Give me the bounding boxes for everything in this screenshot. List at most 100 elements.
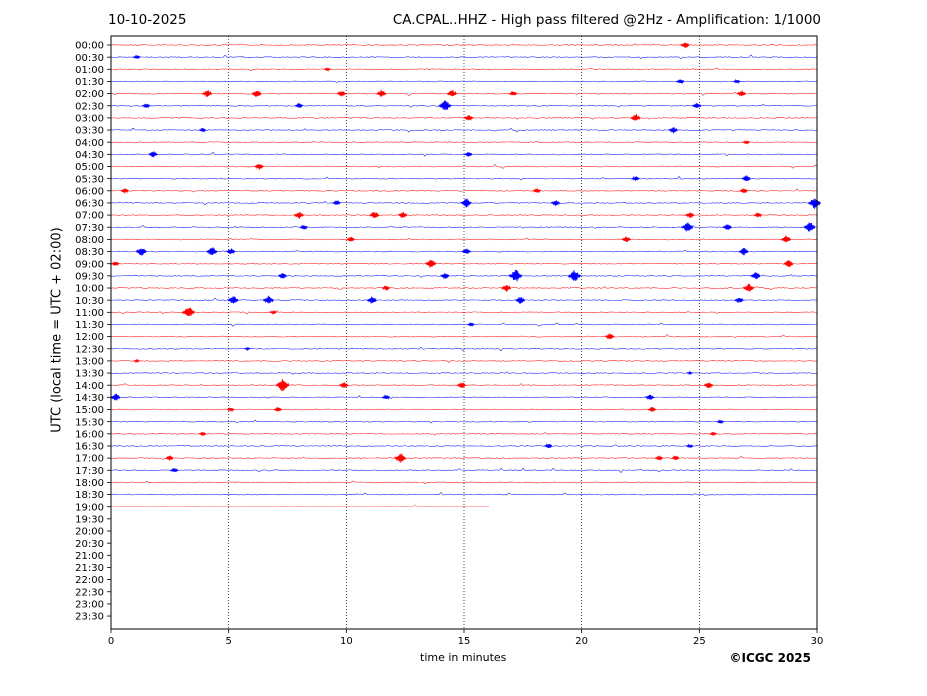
trace-line	[110, 371, 818, 375]
seismic-event-mark	[741, 175, 751, 182]
seismic-event-mark	[456, 382, 467, 389]
y-tick-label: 21:30	[75, 563, 104, 574]
date-label: 10-10-2025	[108, 12, 187, 28]
seismic-event-mark	[170, 467, 179, 473]
y-tick-label: 08:00	[75, 235, 104, 246]
seismic-event-mark	[111, 261, 120, 267]
seismic-event-mark	[532, 187, 541, 194]
seismic-event-mark	[605, 333, 615, 340]
trace-line	[110, 504, 490, 508]
trace-line	[110, 444, 818, 448]
seismic-event-mark	[686, 370, 693, 376]
seismic-event-mark	[227, 296, 239, 304]
seismic-event-mark	[346, 236, 355, 242]
trace-line	[110, 80, 818, 83]
seismic-event-mark	[680, 42, 690, 49]
trace-line	[110, 480, 818, 485]
y-tick-label: 19:00	[75, 502, 104, 513]
y-tick-label: 17:30	[75, 466, 104, 477]
seismic-event-mark	[226, 248, 236, 255]
seismic-event-mark	[332, 199, 341, 205]
seismic-event-mark	[323, 66, 331, 72]
seismic-event-mark	[781, 235, 792, 243]
seismic-event-mark	[551, 200, 561, 207]
seismic-event-mark	[681, 222, 694, 232]
seismic-event-mark	[655, 455, 664, 461]
seismic-event-mark	[783, 260, 794, 268]
grid-layer	[228, 36, 700, 629]
trace-line	[110, 262, 818, 265]
seismic-event-mark	[398, 212, 408, 218]
seismic-event-mark	[278, 273, 288, 279]
seismic-event-mark	[668, 127, 678, 134]
trace-line	[110, 54, 818, 60]
seismic-event-mark	[294, 211, 304, 219]
trace-line	[110, 310, 818, 315]
seismic-event-mark	[460, 198, 472, 208]
trace-line	[110, 297, 818, 301]
seismic-event-mark	[515, 297, 526, 304]
seismic-event-mark	[273, 407, 282, 412]
y-tick-label: 17:00	[75, 454, 104, 465]
trace-line	[110, 92, 818, 97]
x-tick-label: 5	[225, 636, 231, 647]
y-tick-label: 07:30	[75, 223, 104, 234]
seismic-event-mark	[461, 248, 471, 255]
seismic-event-mark	[692, 103, 702, 108]
y-tick-label: 09:30	[75, 271, 104, 282]
x-tick-label: 30	[811, 636, 824, 647]
seismic-event-mark	[743, 283, 755, 292]
seismic-event-mark	[425, 259, 437, 268]
x-tick-label: 10	[340, 636, 353, 647]
trace-line	[110, 334, 818, 338]
seismic-event-mark	[269, 309, 277, 316]
seismic-event-mark	[509, 90, 518, 96]
y-tick-label: 01:30	[75, 77, 104, 88]
trace-line	[110, 467, 818, 474]
y-tick-label: 09:00	[75, 259, 104, 270]
seismic-event-mark	[709, 431, 717, 436]
seismic-event-mark	[676, 79, 685, 85]
seismic-event-mark	[142, 103, 151, 109]
y-tick-label: 00:30	[75, 53, 104, 64]
seismic-event-mark	[251, 90, 262, 97]
trace-line	[110, 455, 818, 460]
seismic-event-mark	[686, 443, 694, 449]
seismic-event-mark	[447, 90, 457, 97]
x-tick-label: 25	[693, 636, 706, 647]
seismic-event-mark	[438, 100, 452, 111]
seismic-event-mark	[704, 382, 714, 389]
seismic-event-mark	[501, 285, 512, 292]
seismic-event-mark	[685, 212, 695, 219]
y-tick-label: 00:00	[75, 41, 104, 52]
y-tick-label: 04:00	[75, 138, 104, 149]
x-tick-label: 0	[108, 636, 114, 647]
trace-line	[110, 346, 818, 352]
y-tick-label: 05:30	[75, 174, 104, 185]
seismic-event-mark	[808, 198, 821, 209]
seismic-event-mark	[544, 443, 553, 449]
seismic-event-mark	[753, 212, 762, 218]
seismic-event-mark	[369, 212, 380, 219]
y-tick-label: 21:00	[75, 551, 104, 562]
y-tick-label: 03:00	[75, 114, 104, 125]
y-tick-label: 13:30	[75, 369, 104, 380]
seismic-event-mark	[738, 247, 749, 256]
y-tick-label: 10:30	[75, 296, 104, 307]
seismic-event-mark	[648, 406, 657, 412]
trace-line	[110, 360, 818, 363]
seismic-event-mark	[263, 295, 275, 304]
trace-line	[110, 322, 818, 327]
y-tick-label: 19:30	[75, 514, 104, 525]
seismic-event-mark	[376, 89, 387, 97]
y-tick-label: 10:00	[75, 284, 104, 295]
trace-line	[110, 141, 818, 144]
seismic-event-mark	[198, 127, 207, 133]
seismic-event-mark	[120, 188, 129, 194]
y-tick-label: 07:00	[75, 211, 104, 222]
y-tick-label: 03:30	[75, 126, 104, 137]
y-tick-label: 01:00	[75, 65, 104, 76]
trace-line	[110, 432, 818, 436]
copyright-label: ©ICGC 2025	[729, 651, 811, 665]
y-tick-label: 12:00	[75, 332, 104, 343]
